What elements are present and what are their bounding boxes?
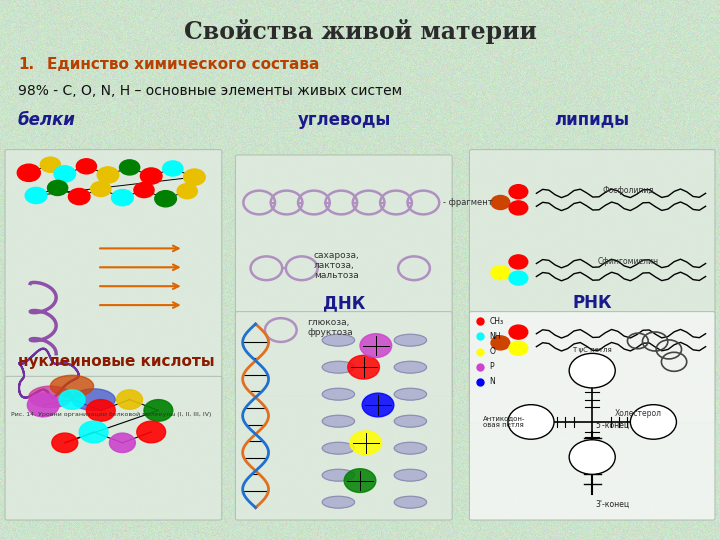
Text: Фосфолипид: Фосфолипид: [603, 186, 654, 195]
Ellipse shape: [323, 469, 355, 481]
Circle shape: [509, 201, 528, 215]
Text: N: N: [490, 377, 495, 386]
Circle shape: [362, 393, 394, 417]
Circle shape: [86, 400, 115, 421]
Text: Сфингомиелин: Сфингомиелин: [598, 256, 659, 266]
Ellipse shape: [72, 389, 115, 410]
Circle shape: [509, 185, 528, 199]
Circle shape: [76, 159, 96, 174]
Text: Рис. 14. Уровни организации белковой молекулы (I, II, III, IV): Рис. 14. Уровни организации белковой мол…: [11, 411, 211, 417]
Text: белки: белки: [18, 111, 76, 129]
Text: P: P: [490, 362, 494, 371]
FancyBboxPatch shape: [469, 150, 715, 423]
Ellipse shape: [50, 375, 94, 397]
Text: - фрагмент: - фрагмент: [443, 198, 492, 207]
Circle shape: [97, 167, 119, 183]
Text: Антикодон-
овая петля: Антикодон- овая петля: [482, 415, 525, 428]
Circle shape: [509, 341, 528, 355]
Circle shape: [360, 334, 392, 357]
Text: ДНК: ДНК: [323, 294, 365, 312]
Ellipse shape: [395, 334, 426, 346]
Circle shape: [491, 336, 510, 350]
Circle shape: [48, 180, 68, 195]
Ellipse shape: [395, 442, 426, 454]
Text: Свойства живой материи: Свойства живой материи: [184, 19, 536, 44]
Ellipse shape: [323, 415, 355, 427]
Text: O: O: [490, 347, 495, 356]
Text: 5'-конец: 5'-конец: [596, 421, 630, 430]
FancyBboxPatch shape: [235, 312, 452, 520]
Circle shape: [120, 160, 140, 175]
Text: РНК: РНК: [572, 294, 612, 312]
Circle shape: [491, 195, 510, 210]
Text: Холестерол: Холестерол: [615, 409, 662, 418]
Ellipse shape: [323, 388, 355, 400]
Ellipse shape: [323, 334, 355, 346]
Ellipse shape: [323, 496, 355, 508]
Circle shape: [137, 421, 166, 443]
FancyBboxPatch shape: [5, 150, 222, 423]
Circle shape: [134, 183, 154, 198]
Text: 98% - С, О, N, H – основные элементы живых систем: 98% - С, О, N, H – основные элементы жив…: [18, 84, 402, 98]
Ellipse shape: [29, 386, 72, 408]
Ellipse shape: [323, 361, 355, 373]
Text: NH: NH: [490, 332, 501, 341]
Circle shape: [509, 255, 528, 269]
Circle shape: [59, 390, 85, 409]
Circle shape: [79, 421, 108, 443]
Circle shape: [117, 390, 143, 409]
Circle shape: [155, 191, 176, 207]
Circle shape: [109, 433, 135, 453]
Circle shape: [184, 169, 205, 185]
Circle shape: [54, 166, 76, 182]
Text: глюкоза,
фруктоза: глюкоза, фруктоза: [307, 318, 353, 337]
Text: Единство химического состава: Единство химического состава: [47, 57, 319, 72]
Circle shape: [348, 355, 379, 379]
Text: 3'-конец: 3'-конец: [596, 500, 630, 509]
Ellipse shape: [395, 496, 426, 508]
Circle shape: [52, 433, 78, 453]
FancyBboxPatch shape: [5, 376, 222, 520]
Ellipse shape: [395, 388, 426, 400]
FancyBboxPatch shape: [469, 312, 715, 520]
Text: нуклеиновые кислоты: нуклеиновые кислоты: [18, 354, 215, 369]
Circle shape: [350, 431, 382, 455]
Ellipse shape: [395, 469, 426, 481]
Text: CH₃: CH₃: [490, 317, 504, 326]
Circle shape: [140, 168, 162, 184]
Circle shape: [491, 266, 510, 280]
Circle shape: [509, 271, 528, 285]
Circle shape: [177, 184, 197, 199]
Ellipse shape: [395, 361, 426, 373]
Circle shape: [144, 400, 173, 421]
Circle shape: [570, 353, 615, 388]
Circle shape: [631, 404, 677, 439]
Circle shape: [25, 187, 47, 204]
Circle shape: [68, 188, 90, 205]
Text: сахароза,
лактоза,
мальтоза: сахароза, лактоза, мальтоза: [314, 251, 360, 280]
Circle shape: [91, 181, 111, 197]
Text: углеводы: углеводы: [297, 111, 391, 129]
FancyBboxPatch shape: [235, 155, 452, 396]
Circle shape: [508, 404, 554, 439]
Circle shape: [17, 164, 40, 181]
Ellipse shape: [323, 442, 355, 454]
Circle shape: [40, 157, 60, 172]
Text: липиды: липиды: [554, 111, 629, 129]
Circle shape: [27, 393, 59, 417]
Circle shape: [570, 440, 615, 474]
Circle shape: [509, 325, 528, 339]
Circle shape: [112, 190, 133, 206]
Text: 1.: 1.: [18, 57, 34, 72]
Text: Т ψС петля: Т ψС петля: [572, 347, 612, 353]
Circle shape: [163, 161, 183, 176]
Circle shape: [344, 469, 376, 492]
Ellipse shape: [395, 415, 426, 427]
